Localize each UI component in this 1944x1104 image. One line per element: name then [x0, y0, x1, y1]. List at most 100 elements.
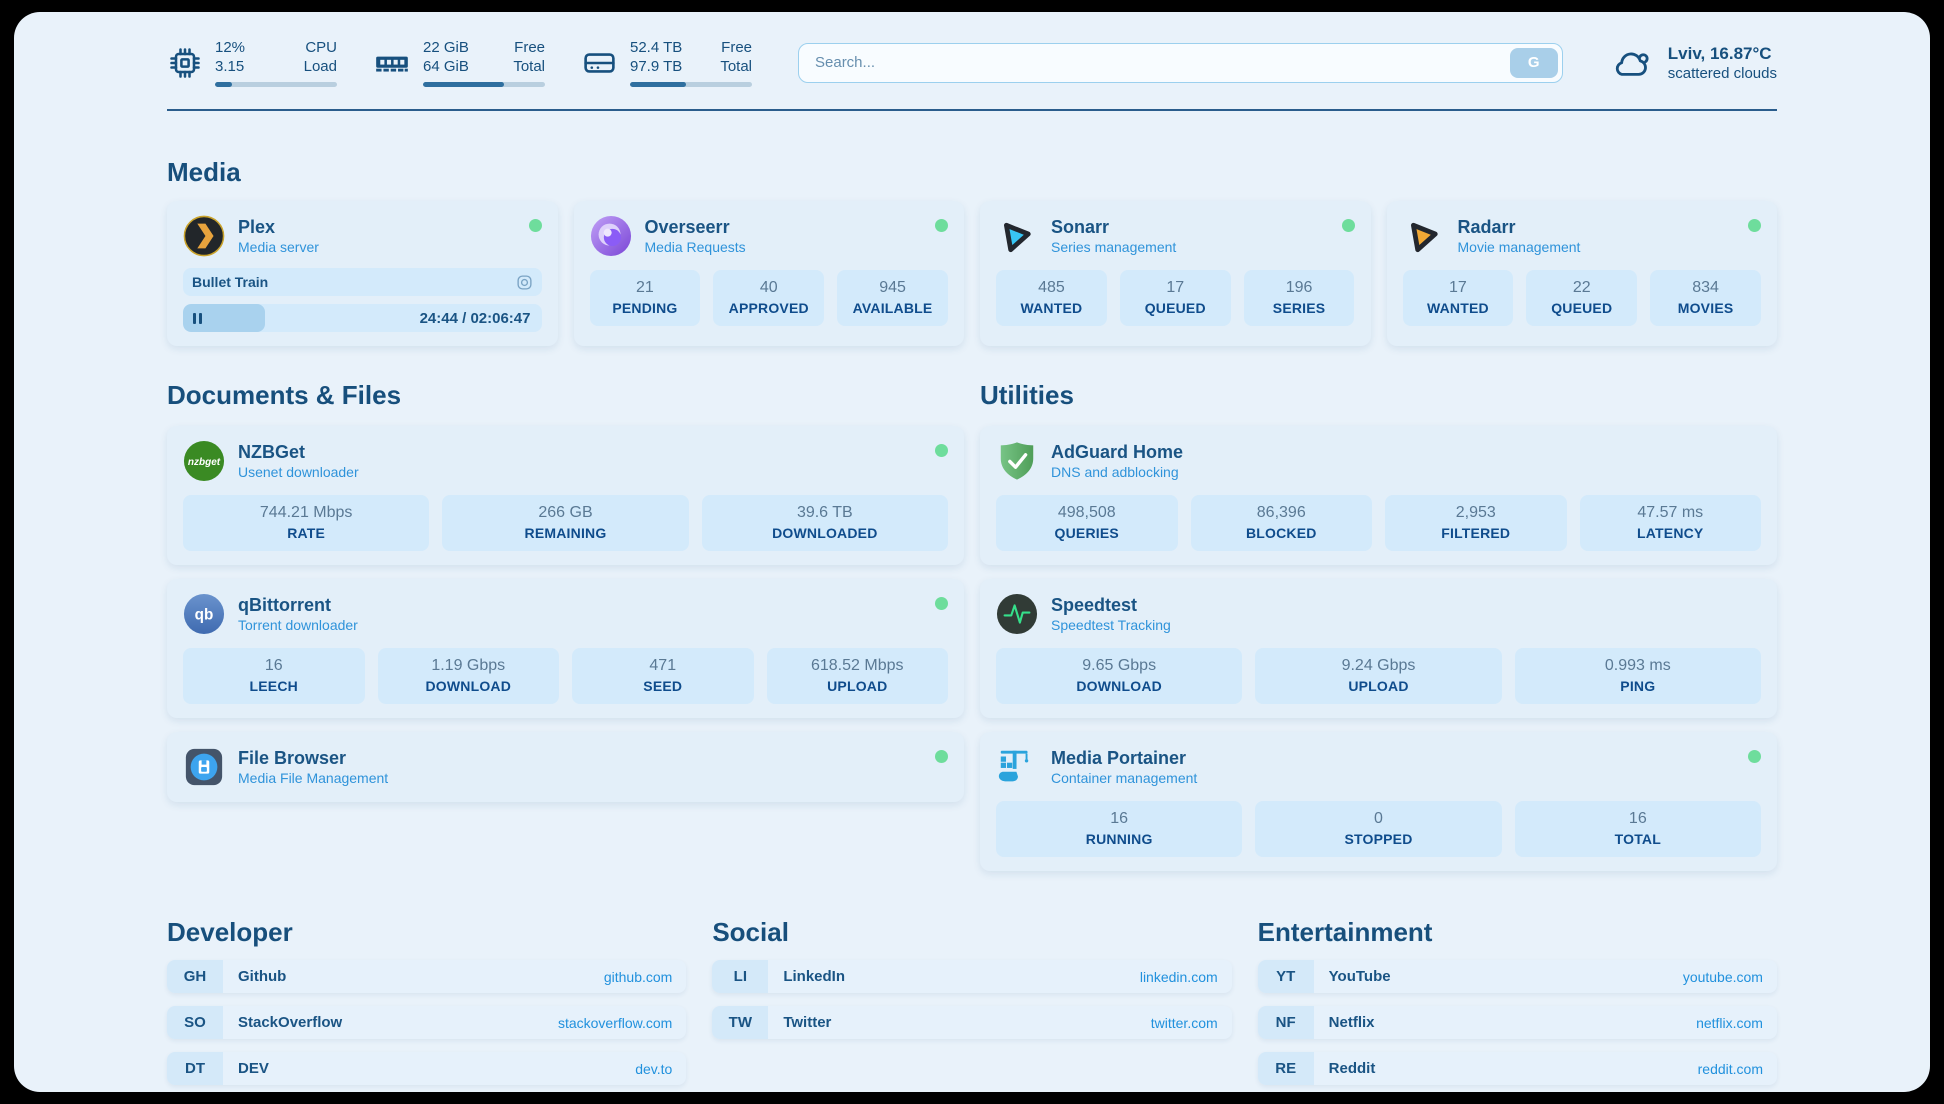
radarr-status-dot — [1748, 219, 1761, 232]
memory-stat: 22 GiB 64 GiB Free Total — [373, 38, 545, 87]
sonarr-status-dot — [1341, 219, 1355, 232]
section-utilities: Utilities AdGuard Home DNS and — [980, 380, 1777, 871]
plex-card[interactable]: Plex Media server Bullet Train — [167, 201, 558, 346]
qbittorrent-status-dot — [935, 597, 948, 610]
sonarr-subtitle: Series management — [1051, 239, 1177, 255]
cpu-load-value: 3.15 — [215, 58, 245, 75]
portainer-title: Media Portainer — [1051, 748, 1187, 768]
speedtest-stat-upload: 9.24 Gbps UPLOAD — [1255, 648, 1502, 704]
storage-total-label: Total — [720, 58, 752, 75]
section-entertainment: Entertainment YT YouTube youtube.com NF … — [1257, 917, 1777, 1085]
storage-stat: 52.4 TB 97.9 TB Free Total — [581, 38, 752, 87]
link-twitter[interactable]: TW Twitter twitter.com — [712, 1006, 1232, 1039]
cpu-progress-fill — [215, 82, 233, 87]
cpu-progress-bar — [215, 82, 337, 87]
adguard-stat-latency: 47.57 ms LATENCY — [1579, 495, 1761, 551]
storage-progress-bar — [630, 82, 752, 87]
radarr-card[interactable]: Radarr Movie management 17 WANTED 22 QUE… — [1386, 201, 1777, 346]
sonarr-card[interactable]: Sonarr Series management 485 WANTED 17 Q… — [980, 201, 1371, 346]
memory-total-label: Total — [513, 58, 545, 75]
plex-progress-bar[interactable]: 24:44 / 02:06:47 — [183, 304, 542, 332]
plex-now-playing-row: Bullet Train — [183, 268, 542, 296]
developer-section-title: Developer — [167, 917, 293, 947]
search-input[interactable] — [798, 42, 1563, 83]
section-media: Media Plex Media server — [167, 157, 1777, 346]
header-divider — [167, 109, 1777, 111]
media-section-title: Media — [167, 157, 241, 187]
plex-status-dot — [528, 219, 542, 232]
adguard-card[interactable]: AdGuard Home DNS and adblocking 498,508 … — [980, 426, 1777, 565]
reddit-badge: RE — [1257, 1052, 1314, 1085]
adguard-stat-filtered: 2,953 FILTERED — [1385, 495, 1567, 551]
overseerr-stat-pending: 21 PENDING — [589, 270, 701, 326]
radarr-stat-wanted: 17 WANTED — [1402, 270, 1514, 326]
sonarr-stat-queued: 17 QUEUED — [1119, 270, 1231, 326]
ram-icon — [373, 44, 411, 82]
qbittorrent-card[interactable]: qb qBittorrent Torrent downloader 16 LEE… — [167, 579, 964, 718]
portainer-card[interactable]: Media Portainer Container management 16 … — [980, 732, 1777, 871]
filebrowser-subtitle: Media File Management — [238, 770, 389, 786]
dashboard-page: 12% 3.15 CPU Load — [14, 12, 1930, 1092]
section-social: Social LI LinkedIn linkedin.com TW Twitt… — [712, 917, 1232, 1085]
filebrowser-title: File Browser — [238, 748, 347, 768]
stackoverflow-badge: SO — [167, 1006, 223, 1039]
plex-title: Plex — [238, 217, 276, 237]
nzbget-icon: nzbget — [183, 440, 225, 482]
search-bar: G — [798, 42, 1563, 83]
memory-total-value: 64 GiB — [423, 58, 469, 75]
adguard-title: AdGuard Home — [1051, 442, 1184, 462]
speedtest-card[interactable]: Speedtest Speedtest Tracking 9.65 Gbps D… — [980, 579, 1777, 718]
storage-total-value: 97.9 TB — [630, 58, 683, 75]
link-stackoverflow[interactable]: SO StackOverflow stackoverflow.com — [167, 1006, 687, 1039]
weather-widget[interactable]: Lviv, 16.87°C scattered clouds — [1609, 43, 1777, 83]
portainer-status-dot — [1748, 750, 1761, 763]
settings-icon[interactable] — [516, 274, 533, 291]
overseerr-card[interactable]: Overseerr Media Requests 21 PENDING 40 A… — [573, 201, 964, 346]
link-dev[interactable]: DT DEV dev.to — [167, 1052, 687, 1085]
linkedin-badge: LI — [712, 960, 769, 993]
radarr-icon — [1403, 215, 1445, 257]
qbittorrent-subtitle: Torrent downloader — [238, 617, 358, 633]
weather-location-temp: Lviv, 16.87°C — [1667, 43, 1772, 63]
link-netflix[interactable]: NF Netflix netflix.com — [1257, 1006, 1777, 1039]
search-engine-button[interactable]: G — [1509, 47, 1558, 78]
documents-section-title: Documents & Files — [167, 380, 402, 410]
overseerr-stat-approved: 40 APPROVED — [713, 270, 825, 326]
section-developer: Developer GH Github github.com SO StackO… — [167, 917, 687, 1085]
sonarr-title: Sonarr — [1051, 217, 1110, 237]
link-github[interactable]: GH Github github.com — [167, 960, 687, 993]
link-linkedin[interactable]: LI LinkedIn linkedin.com — [712, 960, 1232, 993]
qbittorrent-icon: qb — [183, 593, 225, 635]
qbittorrent-stat-leech: 16 LEECH — [183, 648, 365, 704]
entertainment-section-title: Entertainment — [1257, 917, 1433, 947]
nzbget-card[interactable]: nzbget NZBGet Usenet downloader 744.21 M… — [167, 426, 964, 565]
cpu-load-label: Load — [303, 58, 337, 75]
storage-free-value: 52.4 TB — [630, 39, 683, 56]
cloud-icon — [1609, 43, 1655, 83]
portainer-subtitle: Container management — [1051, 770, 1198, 786]
nzbget-stat-downloaded: 39.6 TB DOWNLOADED — [701, 495, 948, 551]
qbittorrent-stat-upload: 618.52 Mbps UPLOAD — [766, 648, 948, 704]
nzbget-title: NZBGet — [238, 442, 305, 462]
svg-text:nzbget: nzbget — [188, 457, 221, 468]
github-badge: GH — [167, 960, 223, 993]
filebrowser-card[interactable]: File Browser Media File Management — [167, 732, 964, 802]
svg-text:qb: qb — [195, 607, 214, 624]
plex-subtitle: Media server — [238, 239, 319, 255]
storage-free-label: Free — [721, 39, 752, 56]
sonarr-stat-wanted: 485 WANTED — [996, 270, 1107, 326]
link-reddit[interactable]: RE Reddit reddit.com — [1257, 1052, 1777, 1085]
qbittorrent-title: qBittorrent — [238, 595, 331, 615]
storage-progress-fill — [630, 82, 687, 87]
twitter-badge: TW — [712, 1006, 769, 1039]
radarr-subtitle: Movie management — [1457, 239, 1581, 255]
adguard-icon — [996, 440, 1038, 482]
link-youtube[interactable]: YT YouTube youtube.com — [1257, 960, 1777, 993]
plex-progress-chip — [183, 304, 265, 332]
adguard-stat-blocked: 86,396 BLOCKED — [1190, 495, 1372, 551]
speedtest-stat-download: 9.65 Gbps DOWNLOAD — [996, 648, 1243, 704]
netflix-badge: NF — [1257, 1006, 1314, 1039]
radarr-stat-movies: 834 MOVIES — [1650, 270, 1761, 326]
pause-icon[interactable] — [193, 312, 202, 324]
qbittorrent-stat-seed: 471 SEED — [572, 648, 754, 704]
